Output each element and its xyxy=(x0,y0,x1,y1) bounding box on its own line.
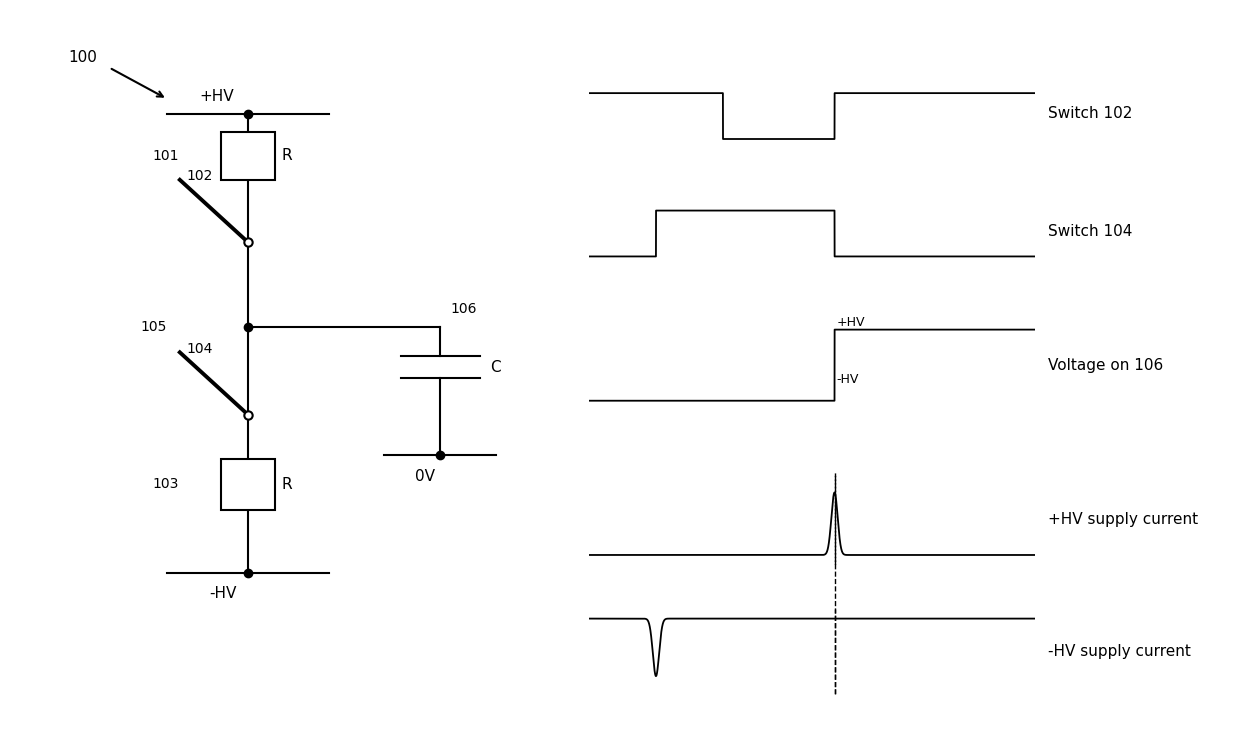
Text: -HV: -HV xyxy=(210,586,237,601)
Text: Switch 104: Switch 104 xyxy=(1048,224,1132,239)
Text: -HV: -HV xyxy=(837,373,859,386)
Text: Switch 102: Switch 102 xyxy=(1048,106,1132,121)
Text: 100: 100 xyxy=(68,51,97,65)
Text: C: C xyxy=(490,360,501,374)
Text: 102: 102 xyxy=(186,170,212,184)
Text: 104: 104 xyxy=(186,342,212,356)
Text: +HV: +HV xyxy=(837,316,866,329)
Text: +HV supply current: +HV supply current xyxy=(1048,512,1198,527)
FancyBboxPatch shape xyxy=(221,132,275,180)
Text: R: R xyxy=(281,148,293,164)
Text: 105: 105 xyxy=(140,319,166,334)
Text: Voltage on 106: Voltage on 106 xyxy=(1048,357,1163,373)
Text: +HV: +HV xyxy=(200,89,234,103)
FancyBboxPatch shape xyxy=(221,459,275,510)
Text: -HV supply current: -HV supply current xyxy=(1048,644,1190,659)
Text: 101: 101 xyxy=(153,149,179,163)
Text: 106: 106 xyxy=(450,302,476,316)
Text: R: R xyxy=(281,477,293,492)
Text: 103: 103 xyxy=(153,477,179,492)
Text: 0V: 0V xyxy=(415,469,435,484)
